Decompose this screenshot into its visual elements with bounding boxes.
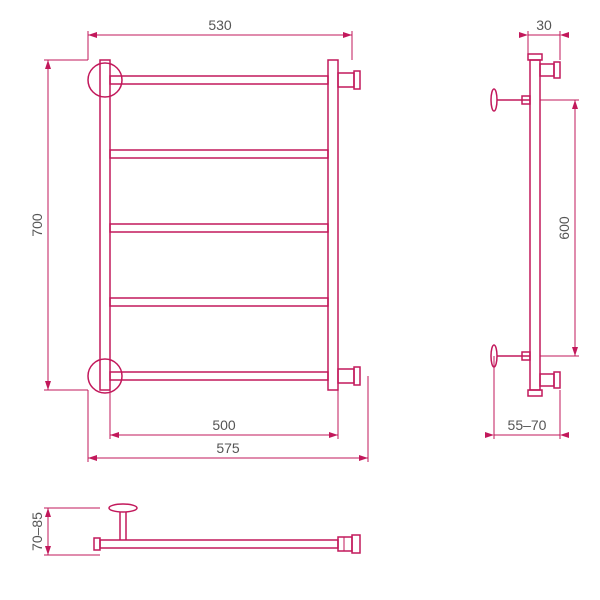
- svg-text:500: 500: [212, 417, 236, 433]
- svg-text:70–85: 70–85: [29, 512, 45, 551]
- svg-text:530: 530: [208, 17, 232, 33]
- svg-text:600: 600: [556, 216, 572, 240]
- svg-text:55–70: 55–70: [508, 417, 547, 433]
- svg-text:575: 575: [216, 440, 240, 456]
- svg-text:30: 30: [536, 17, 552, 33]
- svg-text:700: 700: [29, 213, 45, 237]
